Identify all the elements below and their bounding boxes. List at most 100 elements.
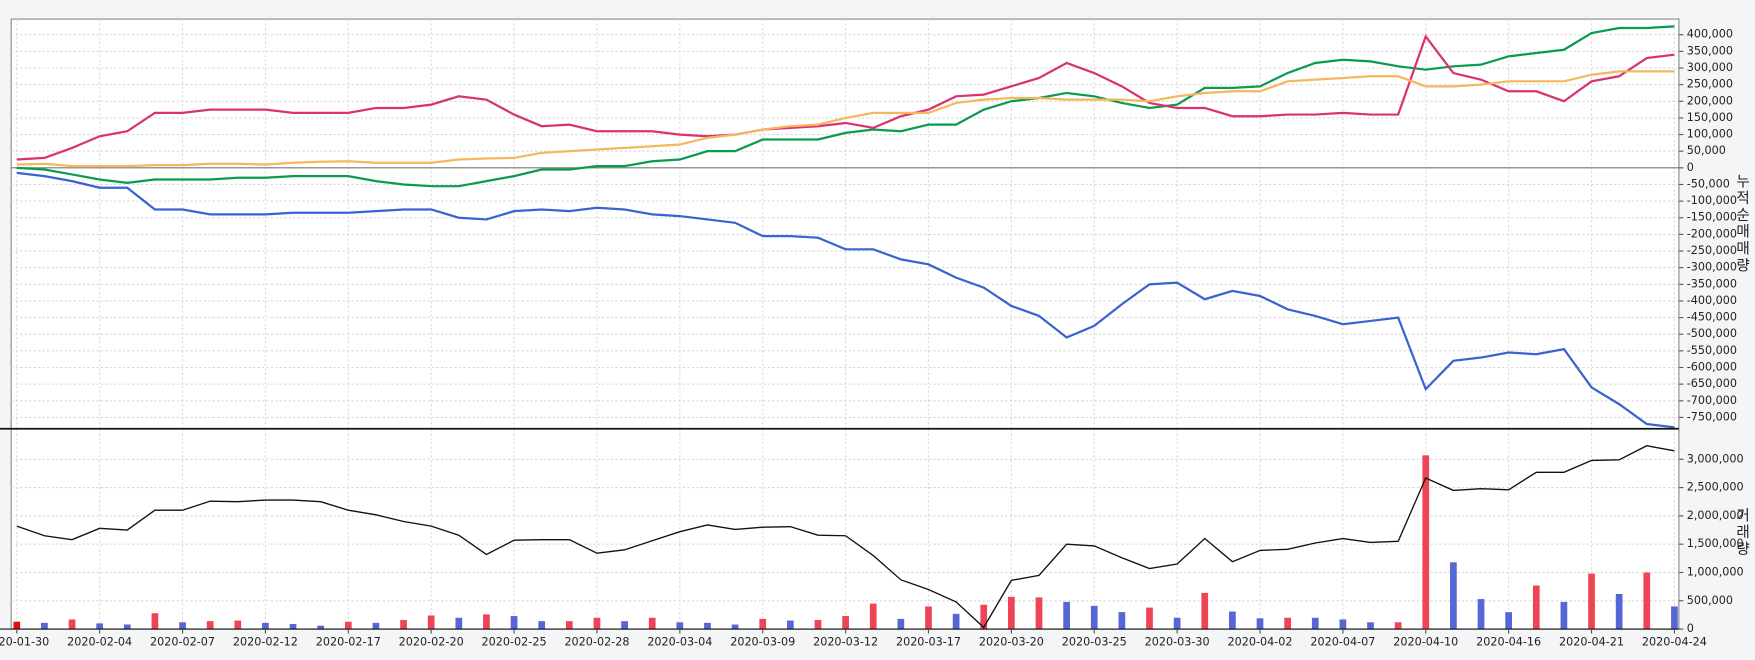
x-tick-label: 2020-02-07 bbox=[150, 636, 215, 649]
bar bbox=[1588, 573, 1595, 630]
bar bbox=[372, 622, 380, 630]
x-tick-label: 2020-03-17 bbox=[896, 636, 961, 649]
x-tick-label: 2020-03-30 bbox=[1145, 636, 1210, 649]
bar bbox=[980, 604, 988, 630]
bar bbox=[842, 616, 849, 630]
bar bbox=[179, 622, 186, 630]
bar bbox=[1532, 585, 1540, 630]
y-tick-label: -500,000 bbox=[1687, 327, 1737, 340]
y-tick-label: -150,000 bbox=[1687, 211, 1737, 224]
y-tick-label: -200,000 bbox=[1687, 227, 1737, 240]
bar bbox=[759, 618, 767, 630]
x-tick-label: 2020-04-10 bbox=[1393, 636, 1458, 649]
bar bbox=[289, 623, 297, 630]
bar bbox=[621, 621, 628, 630]
y-tick-label: -350,000 bbox=[1687, 277, 1737, 290]
bar bbox=[704, 622, 711, 630]
bar bbox=[1063, 601, 1070, 630]
y-tick-label: -250,000 bbox=[1687, 244, 1737, 257]
line-series bbox=[16, 70, 1675, 168]
y-tick-label: -50,000 bbox=[1687, 177, 1730, 190]
bar bbox=[1560, 601, 1568, 630]
x-tick-label: 2020-03-12 bbox=[813, 636, 878, 649]
bar bbox=[676, 622, 684, 630]
bar bbox=[786, 620, 794, 630]
bar bbox=[731, 624, 739, 630]
bar bbox=[897, 618, 905, 630]
bar bbox=[1118, 612, 1126, 630]
bar bbox=[565, 621, 573, 630]
bar bbox=[510, 616, 518, 630]
x-tick-label: 2020-02-12 bbox=[233, 636, 298, 649]
bar bbox=[483, 614, 490, 630]
y-tick-label: -400,000 bbox=[1687, 294, 1737, 307]
y-tick-label: 2,000,000 bbox=[1687, 509, 1744, 522]
bar bbox=[400, 620, 407, 630]
y-tick-label: 250,000 bbox=[1687, 78, 1733, 91]
x-tick-label: 2020-03-09 bbox=[730, 636, 795, 649]
bar bbox=[925, 606, 932, 630]
bar bbox=[1643, 572, 1651, 630]
line-series bbox=[16, 445, 1675, 629]
bar bbox=[41, 622, 48, 630]
y-tick-label: -700,000 bbox=[1687, 394, 1737, 407]
x-tick-label: 2020-01-30 bbox=[0, 636, 49, 649]
y-tick-label: -100,000 bbox=[1687, 194, 1737, 207]
bar bbox=[427, 615, 435, 630]
bar bbox=[96, 623, 104, 630]
bar bbox=[123, 624, 131, 630]
bar bbox=[1450, 562, 1457, 630]
bar bbox=[151, 613, 159, 630]
bar bbox=[1615, 593, 1623, 630]
bar bbox=[1229, 611, 1236, 630]
bar bbox=[1422, 455, 1430, 630]
x-tick-label: 2020-02-17 bbox=[316, 636, 381, 649]
y-tick-label: 300,000 bbox=[1687, 61, 1733, 74]
bar bbox=[1505, 612, 1513, 630]
bar bbox=[1394, 622, 1402, 630]
y-tick-label: 500,000 bbox=[1687, 594, 1733, 607]
bar bbox=[68, 619, 76, 630]
x-tick-label: 2020-04-16 bbox=[1476, 636, 1541, 649]
line-series bbox=[16, 25, 1675, 188]
x-tick-label: 2020-02-25 bbox=[482, 636, 547, 649]
x-tick-label: 2020-04-21 bbox=[1559, 636, 1624, 649]
x-tick-label: 2020-02-20 bbox=[399, 636, 464, 649]
y-axis-title: 거래량 bbox=[1734, 507, 1751, 558]
y-tick-label: -750,000 bbox=[1687, 410, 1737, 423]
bar bbox=[1201, 592, 1209, 630]
bar bbox=[206, 621, 214, 630]
y-tick-label: 100,000 bbox=[1687, 128, 1733, 141]
y-tick-label: -450,000 bbox=[1687, 311, 1737, 324]
bar bbox=[1008, 596, 1015, 630]
y-tick-label: 50,000 bbox=[1687, 144, 1726, 157]
x-tick-label: 2020-02-04 bbox=[67, 636, 132, 649]
x-tick-label: 2020-03-20 bbox=[979, 636, 1044, 649]
y-tick-label: 150,000 bbox=[1687, 111, 1733, 124]
x-tick-label: 2020-04-07 bbox=[1310, 636, 1375, 649]
bar bbox=[262, 622, 269, 630]
y-tick-label: 0 bbox=[1687, 161, 1694, 174]
bar bbox=[317, 625, 325, 630]
bar bbox=[13, 621, 21, 630]
line-series bbox=[16, 34, 1675, 161]
y-tick-label: 3,000,000 bbox=[1687, 452, 1744, 465]
bar bbox=[1284, 617, 1291, 630]
x-tick-label: 2020-02-28 bbox=[564, 636, 629, 649]
y-tick-label: -600,000 bbox=[1687, 361, 1737, 374]
x-tick-label: 2020-04-24 bbox=[1642, 636, 1707, 649]
bar bbox=[1090, 605, 1098, 630]
bar bbox=[1173, 617, 1181, 630]
bar bbox=[455, 617, 463, 630]
y-tick-label: -550,000 bbox=[1687, 344, 1737, 357]
bar bbox=[1339, 619, 1347, 630]
y-tick-label: 1,500,000 bbox=[1687, 537, 1744, 550]
bar bbox=[344, 621, 352, 630]
y-tick-label: 1,000,000 bbox=[1687, 565, 1744, 578]
bar bbox=[869, 603, 877, 630]
y-tick-label: 0 bbox=[1687, 622, 1694, 635]
y-axis-title: 누적순매매량 bbox=[1734, 174, 1751, 275]
x-tick-label: 2020-03-04 bbox=[647, 636, 712, 649]
y-tick-label: 350,000 bbox=[1687, 44, 1733, 57]
